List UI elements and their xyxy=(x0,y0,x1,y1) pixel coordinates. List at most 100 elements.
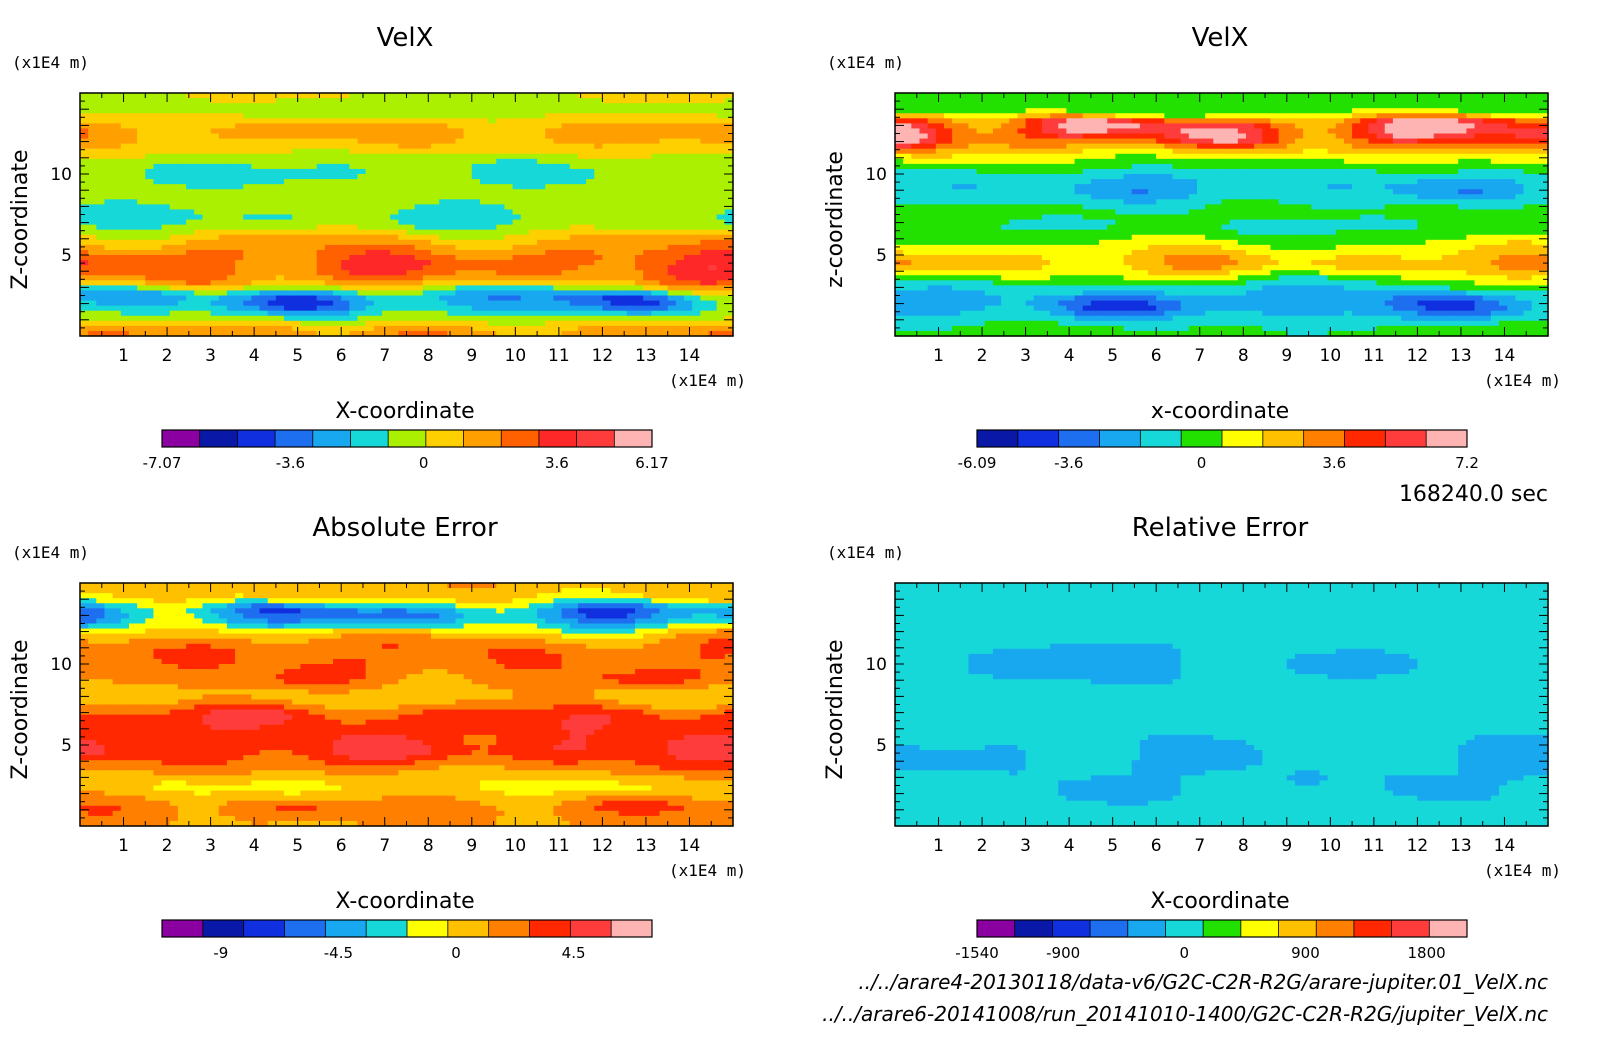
contour-cell xyxy=(357,179,367,185)
contour-cell xyxy=(602,255,612,261)
contour-cell xyxy=(414,189,424,195)
contour-cell xyxy=(275,305,285,312)
contour-cell xyxy=(96,214,106,221)
contour-cell xyxy=(365,163,375,170)
contour-cell xyxy=(545,275,555,281)
contour-cell xyxy=(218,239,228,246)
contour-cell xyxy=(373,158,383,165)
contour-cell xyxy=(186,224,195,231)
contour-cell xyxy=(1033,219,1043,226)
contour-cell xyxy=(463,330,473,337)
contour-cell xyxy=(520,209,530,216)
contour-cell xyxy=(952,199,961,205)
contour-cell xyxy=(439,199,448,205)
contour-cell xyxy=(128,168,138,175)
contour-cell xyxy=(145,153,155,160)
contour-cell xyxy=(1001,158,1010,165)
contour-cell xyxy=(1050,118,1059,124)
contour-cell xyxy=(919,325,929,332)
contour-cell xyxy=(675,219,685,226)
contour-cell xyxy=(561,280,571,286)
contour-cell xyxy=(1025,244,1035,251)
contour-cell xyxy=(324,93,334,99)
contour-cell xyxy=(463,163,473,170)
contour-cell xyxy=(545,260,555,266)
contour-cell xyxy=(447,168,457,175)
contour-cell xyxy=(1041,270,1051,276)
contour-cell xyxy=(414,244,424,251)
contour-cell xyxy=(984,229,994,236)
contour-cell xyxy=(626,320,636,327)
contour-cell xyxy=(610,219,620,226)
contour-cell xyxy=(194,239,204,246)
contour-cell xyxy=(210,158,220,165)
contour-cell xyxy=(903,310,912,317)
contour-cell xyxy=(935,320,945,327)
contour-cell xyxy=(120,199,130,205)
contour-cell xyxy=(357,300,367,307)
contour-cell xyxy=(177,315,187,322)
contour-cell xyxy=(635,148,644,155)
contour-cell xyxy=(708,93,718,99)
contour-cell xyxy=(324,330,334,337)
contour-cell xyxy=(186,330,195,337)
contour-cell xyxy=(1025,179,1035,185)
contour-cell xyxy=(186,179,195,185)
contour-cell xyxy=(161,270,171,276)
contour-cell xyxy=(651,189,661,195)
contour-cell xyxy=(243,305,253,312)
contour-cell xyxy=(943,224,953,231)
contour-cell xyxy=(1009,260,1019,266)
contour-cell xyxy=(259,214,269,221)
contour-cell xyxy=(943,330,953,337)
contour-cell xyxy=(324,244,334,251)
contour-cell xyxy=(194,290,204,297)
contour-cell xyxy=(1001,224,1010,231)
contour-cell xyxy=(128,224,138,231)
contour-cell xyxy=(447,285,457,292)
contour-cell xyxy=(373,310,383,317)
contour-cell xyxy=(537,315,546,322)
contour-cell xyxy=(243,113,253,119)
contour-cell xyxy=(1009,138,1019,145)
contour-cell xyxy=(349,163,359,170)
contour-cell xyxy=(992,209,1002,216)
contour-cell xyxy=(545,214,555,221)
contour-cell xyxy=(1017,158,1027,165)
contour-cell xyxy=(447,153,457,160)
contour-cell xyxy=(618,133,628,140)
contour-cell xyxy=(553,118,563,124)
contour-cell xyxy=(692,153,701,160)
contour-cell xyxy=(251,93,261,99)
contour-cell xyxy=(161,239,171,246)
contour-cell xyxy=(667,108,677,114)
contour-cell xyxy=(422,179,432,185)
contour-cell xyxy=(398,310,408,317)
contour-cell xyxy=(218,315,228,322)
contour-cell xyxy=(275,280,285,286)
contour-cell xyxy=(520,224,530,231)
contour-cell xyxy=(267,249,277,256)
contour-cell xyxy=(137,168,146,175)
contour-cell xyxy=(324,133,334,140)
contour-cell xyxy=(235,209,244,216)
contour-cell xyxy=(692,204,701,211)
contour-cell xyxy=(976,189,986,195)
contour-cell xyxy=(903,93,912,99)
contour-cell xyxy=(365,128,375,135)
contour-cell xyxy=(528,209,538,216)
contour-cell xyxy=(430,255,440,261)
contour-cell xyxy=(976,108,986,114)
contour-cell xyxy=(919,194,929,200)
contour-cell xyxy=(960,290,970,297)
contour-cell xyxy=(692,163,701,170)
contour-cell xyxy=(382,285,391,292)
contour-cell xyxy=(512,174,522,180)
contour-cell xyxy=(333,265,342,271)
contour-cell xyxy=(96,189,106,195)
contour-cell xyxy=(243,315,253,322)
contour-cell xyxy=(667,325,677,332)
contour-cell xyxy=(324,320,334,327)
contour-cell xyxy=(1041,219,1051,226)
contour-cell xyxy=(235,325,244,332)
